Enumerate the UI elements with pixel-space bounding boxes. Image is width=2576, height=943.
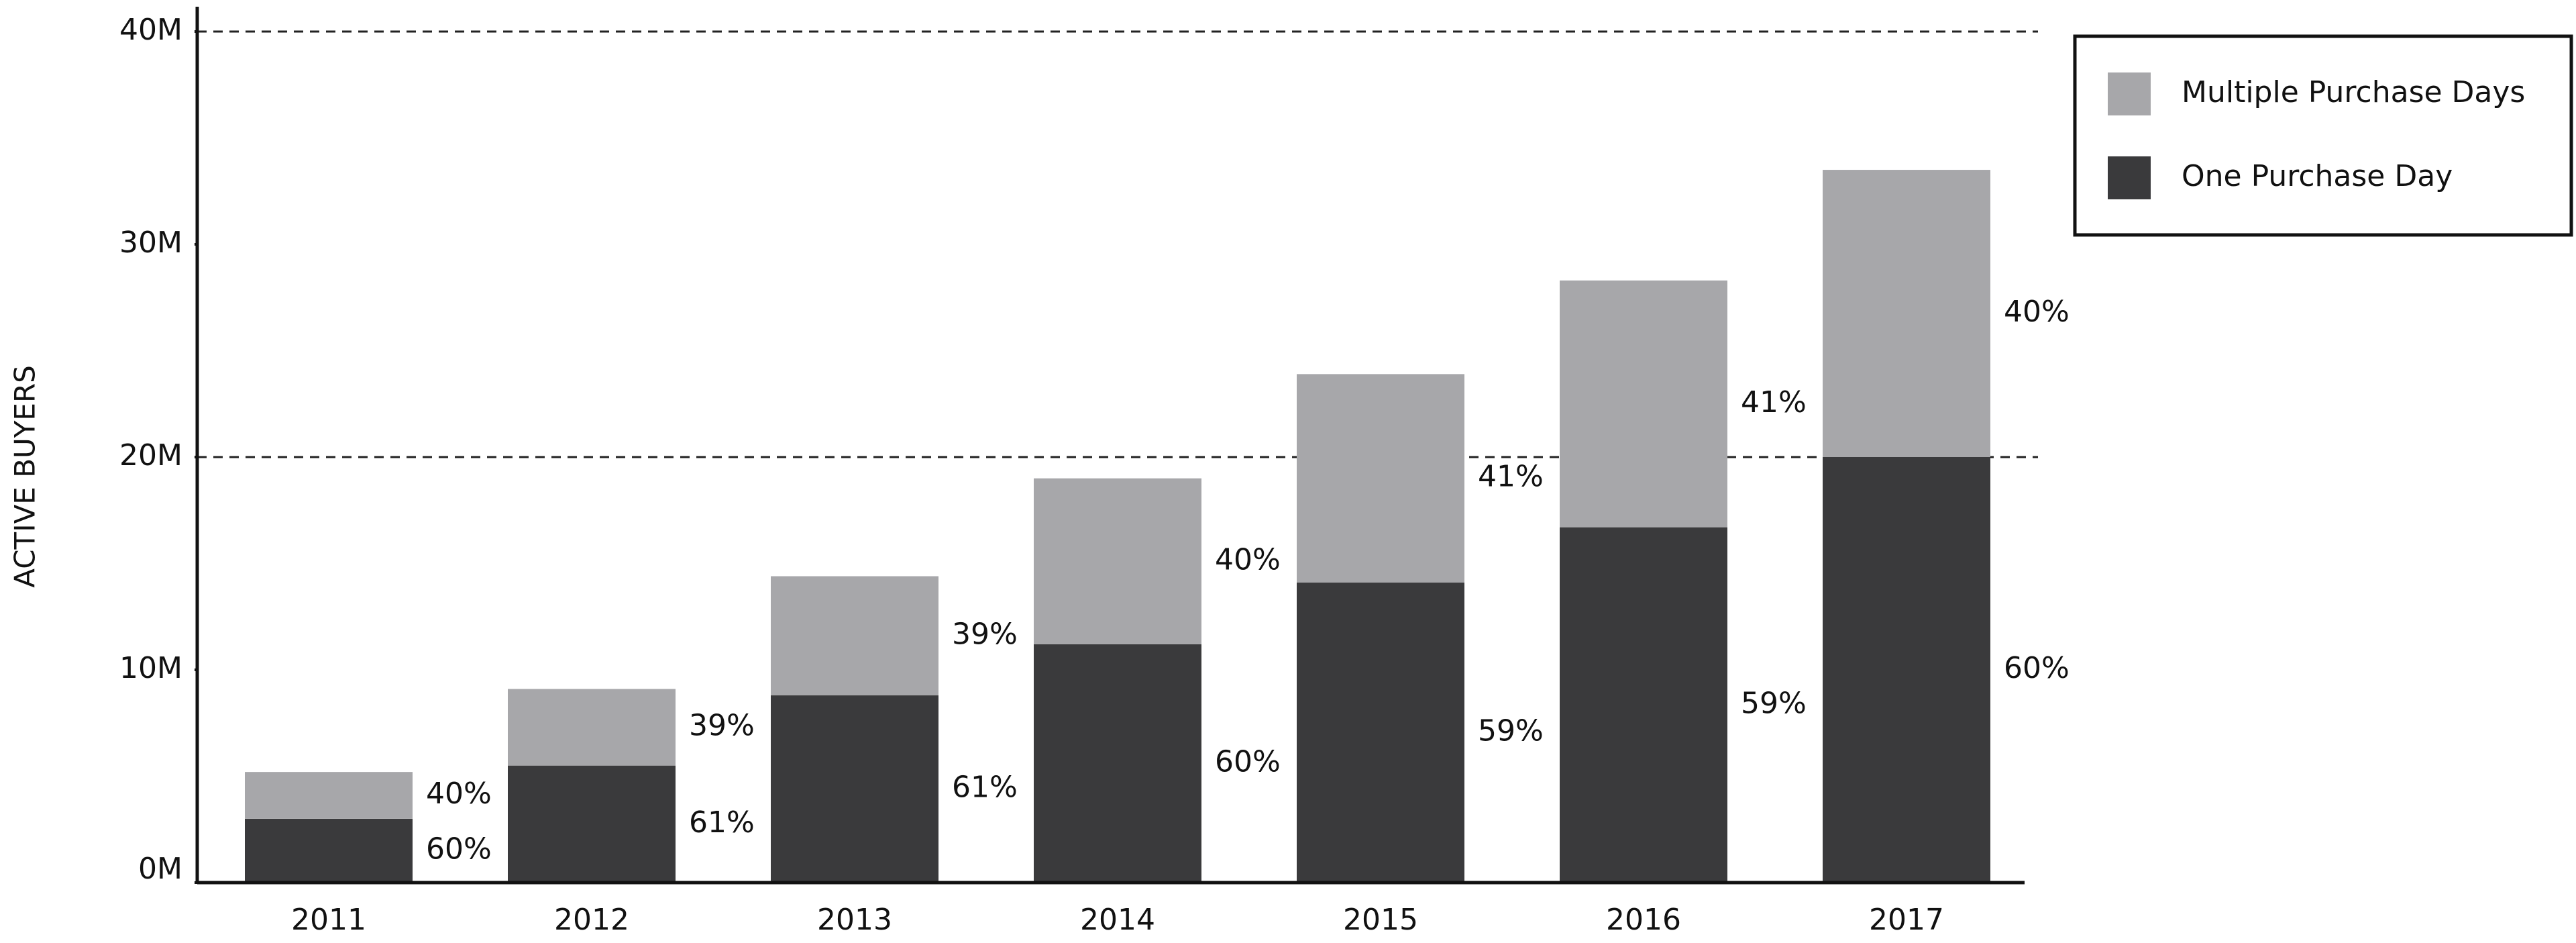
y-tick-label: 10M <box>119 651 182 685</box>
legend-swatch <box>2108 156 2151 199</box>
share-label: 40% <box>1215 542 1281 577</box>
share-label: 39% <box>952 617 1018 651</box>
y-tick-label: 0M <box>138 852 182 886</box>
share-label: 61% <box>689 805 755 840</box>
share-label: 41% <box>1741 385 1807 419</box>
y-axis-title: ACTIVE BUYERS <box>9 365 42 588</box>
share-label: 60% <box>1215 744 1281 779</box>
legend-box <box>2073 34 2573 237</box>
share-label: 59% <box>1741 686 1807 720</box>
bar-segment <box>771 695 938 883</box>
legend-swatch <box>2108 72 2151 115</box>
share-label: 40% <box>426 777 492 811</box>
x-tick-label: 2014 <box>1080 903 1155 937</box>
share-label: 40% <box>2004 295 2070 329</box>
x-tick-label: 2011 <box>291 903 366 937</box>
y-tick-label: 30M <box>119 226 182 260</box>
share-label: 39% <box>689 709 755 743</box>
share-label: 60% <box>426 832 492 866</box>
bar-segment <box>508 765 676 883</box>
bar-segment <box>1297 583 1464 883</box>
legend-label: One Purchase Day <box>2182 159 2453 193</box>
bar-segment <box>1560 527 1727 883</box>
bar-segment <box>245 818 413 883</box>
bar-segment <box>508 689 676 766</box>
share-label: 41% <box>1478 460 1544 494</box>
y-tick-label: 40M <box>119 13 182 47</box>
x-tick-label: 2013 <box>817 903 892 937</box>
y-tick-label: 20M <box>119 438 182 473</box>
bar-segment <box>1823 170 1990 458</box>
x-tick-label: 2016 <box>1606 903 1681 937</box>
share-label: 61% <box>952 771 1018 805</box>
bar-segment <box>245 772 413 819</box>
bar-segment <box>771 576 938 696</box>
x-tick-label: 2017 <box>1869 903 1944 937</box>
share-label: 59% <box>1478 714 1544 748</box>
share-label: 60% <box>2004 651 2070 685</box>
x-tick-label: 2015 <box>1343 903 1418 937</box>
x-tick-label: 2012 <box>554 903 629 937</box>
bar-segment <box>1560 280 1727 528</box>
bar-segment <box>1823 457 1990 883</box>
bar-segment <box>1034 478 1201 644</box>
legend-label: Multiple Purchase Days <box>2182 75 2525 109</box>
bar-segment <box>1034 644 1201 883</box>
bar-segment <box>1297 374 1464 583</box>
